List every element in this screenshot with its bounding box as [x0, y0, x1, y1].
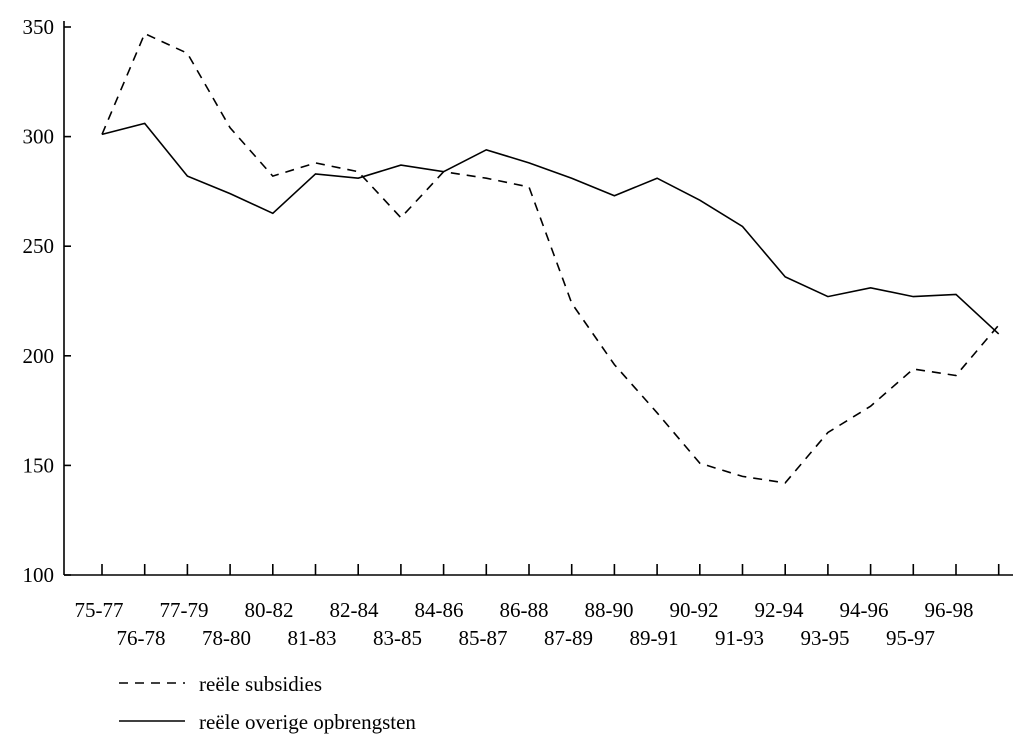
x-tick-label: 77-79: [160, 598, 209, 622]
x-tick-label: 91-93: [715, 626, 764, 650]
x-tick-label: 75-77: [75, 598, 124, 622]
legend: reële subsidies reële overige opbrengsten: [119, 672, 416, 734]
y-tick-label: 250: [23, 234, 55, 258]
series-line-overige-opbrengsten: [101, 122, 1000, 335]
y-tick-label: 100: [23, 563, 55, 587]
x-tick-label: 92-94: [755, 598, 804, 622]
y-tick-label: 350: [23, 15, 55, 39]
series-layer: [101, 32, 1000, 484]
x-tick-label: 85-87: [459, 626, 508, 650]
x-tick-label: 82-84: [330, 598, 379, 622]
x-tick-label: 86-88: [500, 598, 549, 622]
y-tick-label: 300: [23, 125, 55, 149]
series-line-subsidies: [101, 32, 1000, 484]
x-tick-label: 88-90: [585, 598, 634, 622]
x-tick-label: 96-98: [925, 598, 974, 622]
x-tick-label: 78-80: [202, 626, 251, 650]
x-tick-label: 94-96: [840, 598, 889, 622]
x-tick-label: 80-82: [245, 598, 294, 622]
x-tick-label: 87-89: [544, 626, 593, 650]
legend-label: reële overige opbrengsten: [199, 710, 416, 734]
x-tick-label: 90-92: [670, 598, 719, 622]
x-tick-label: 81-83: [288, 626, 337, 650]
legend-label: reële subsidies: [199, 672, 322, 696]
y-tick-label: 200: [23, 344, 55, 368]
y-tick-label: 150: [23, 453, 55, 477]
y-axis-ticks: 100 150 200 250 300 350: [23, 15, 71, 587]
x-axis-ticks: 75-77 77-79 80-82 82-84 84-86 86-88 88-90 90-92…: [75, 564, 1000, 650]
chart-axes: [63, 21, 1013, 576]
x-tick-label: 95-97: [886, 626, 935, 650]
x-tick-label: 84-86: [415, 598, 464, 622]
x-tick-label: 76-78: [117, 626, 166, 650]
x-tick-label: 89-91: [630, 626, 679, 650]
x-tick-label: 93-95: [801, 626, 850, 650]
x-tick-label: 83-85: [373, 626, 422, 650]
